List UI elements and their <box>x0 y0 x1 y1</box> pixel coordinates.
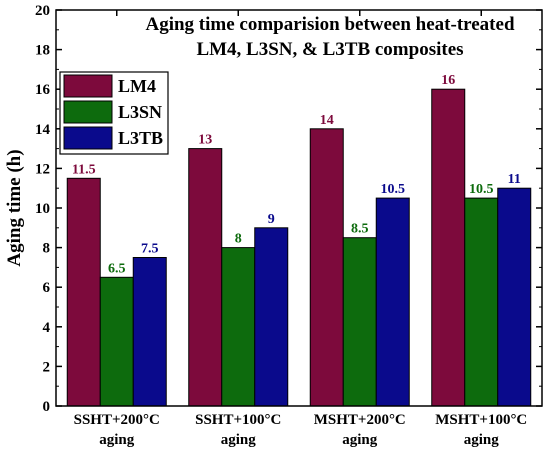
x-category-label: MSHT+100°C <box>435 412 527 428</box>
legend-swatch-l3tb <box>63 126 113 150</box>
data-label-l3sn: 8 <box>235 232 242 247</box>
chart-title-line: Aging time comparision between heat-trea… <box>145 14 514 35</box>
y-axis: 0 2 4 6 8 10 12 14 16 18 20 <box>35 3 542 415</box>
bar-series <box>66 88 532 407</box>
bar-l3tb <box>254 227 289 407</box>
y-axis-title: Aging time (h) <box>4 149 25 266</box>
bar-l3sn <box>99 276 134 407</box>
x-category-label: aging <box>99 432 135 448</box>
legend-label-l3tb: L3TB <box>118 128 163 148</box>
data-label-lm4: 13 <box>198 133 212 148</box>
y-tick-label: 14 <box>35 122 51 138</box>
y-tick-label: 10 <box>35 201 50 217</box>
data-label-l3sn: 10.5 <box>469 182 494 197</box>
chart-title-line: LM4, L3SN, & L3TB composites <box>196 39 463 60</box>
bar-l3tb <box>132 257 167 407</box>
y-tick-label: 6 <box>43 280 51 296</box>
plot-frame <box>55 9 543 407</box>
y-tick-label: 12 <box>35 161 50 177</box>
bar-lm4 <box>431 88 466 407</box>
data-label-l3tb: 9 <box>268 212 275 227</box>
bar-l3tb <box>497 187 532 407</box>
data-label-lm4: 11.5 <box>72 162 96 177</box>
data-label-l3tb: 7.5 <box>141 242 159 257</box>
legend-swatch-l3sn <box>63 100 113 124</box>
x-category-label: SSHT+200°C <box>74 412 160 428</box>
bar-l3sn <box>464 197 499 407</box>
bar-l3sn <box>221 247 256 407</box>
y-axis-label: Aging time (h) <box>4 149 25 266</box>
legend-swatch-lm4 <box>63 74 113 98</box>
data-label-lm4: 16 <box>441 73 455 88</box>
x-category-label: aging <box>221 432 257 448</box>
legend: LM4 L3SN L3TB <box>59 71 169 155</box>
data-label-lm4: 14 <box>320 113 334 128</box>
legend-label-lm4: LM4 <box>118 76 156 96</box>
bar-lm4 <box>66 177 101 407</box>
x-category-label: aging <box>342 432 378 448</box>
x-category-label: aging <box>464 432 500 448</box>
y-tick-label: 2 <box>43 359 51 375</box>
x-axis: SSHT+200°C aging SSHT+100°C aging MSHT+200°C… <box>74 10 527 448</box>
y-tick-label: 18 <box>35 43 50 59</box>
data-label-l3tb: 11 <box>508 172 521 187</box>
bar-lm4 <box>309 128 344 407</box>
y-tick-label: 4 <box>43 320 51 336</box>
data-label-l3tb: 10.5 <box>381 182 406 197</box>
y-tick-label: 16 <box>35 82 51 98</box>
bar-lm4 <box>188 148 223 407</box>
y-tick-label: 20 <box>35 3 50 19</box>
data-labels: 11.5 6.5 7.5 13 8 9 14 8.5 10.5 16 10.5 11 <box>72 73 521 276</box>
x-category-label: MSHT+200°C <box>314 412 406 428</box>
data-label-l3sn: 8.5 <box>351 222 369 237</box>
y-tick-label: 0 <box>43 399 51 415</box>
chart-title: Aging time comparision between heat-trea… <box>145 14 514 60</box>
x-category-label: SSHT+100°C <box>195 412 281 428</box>
legend-label-l3sn: L3SN <box>118 102 162 122</box>
bar-l3sn <box>342 237 377 407</box>
y-tick-label: 8 <box>43 241 51 257</box>
data-label-l3sn: 6.5 <box>108 261 126 276</box>
bar-l3tb <box>375 197 410 407</box>
